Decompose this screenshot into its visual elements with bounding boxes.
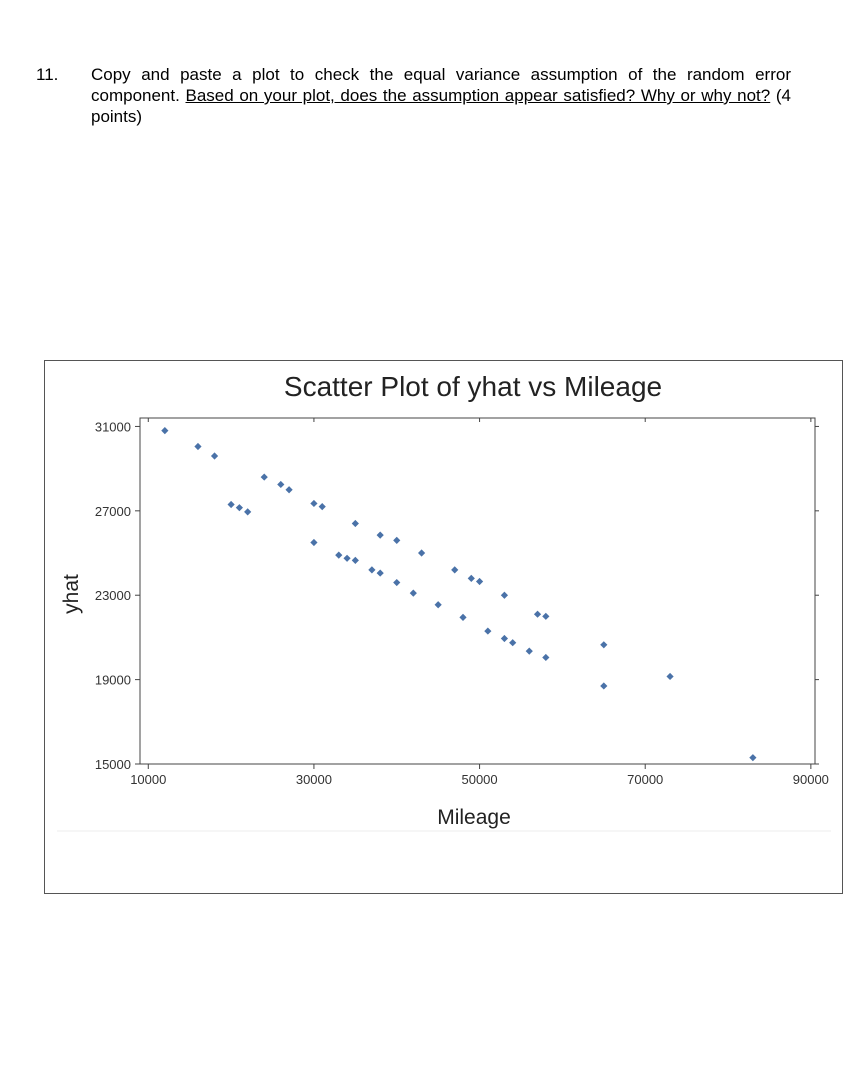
- question-text: Copy and paste a plot to check the equal…: [91, 64, 791, 127]
- data-point: [244, 508, 252, 516]
- data-point: [227, 500, 235, 509]
- data-point: [351, 519, 359, 528]
- data-point: [368, 566, 376, 574]
- x-axis-label: Mileage: [437, 806, 511, 829]
- data-point: [318, 503, 326, 511]
- data-point: [749, 754, 757, 762]
- scatter-chart: Scatter Plot of yhat vs Mileage 10000 300…: [57, 371, 831, 832]
- data-point: [500, 591, 509, 599]
- data-point: [277, 480, 285, 489]
- data-point: [161, 427, 169, 435]
- chart-title: Scatter Plot of yhat vs Mileage: [284, 371, 662, 402]
- data-point: [600, 641, 608, 649]
- data-point: [409, 589, 417, 597]
- x-tick-label: 10000: [130, 772, 166, 787]
- data-point: [376, 531, 384, 539]
- question-points: (4 points): [91, 86, 791, 126]
- data-point: [666, 672, 674, 681]
- data-point: [533, 610, 542, 618]
- data-point: [260, 473, 268, 481]
- plot-area-frame: [139, 417, 816, 765]
- question-number: 11.: [36, 65, 59, 84]
- data-point: [542, 612, 550, 620]
- y-tick-label: 15000: [95, 757, 131, 772]
- data-point: [500, 634, 509, 643]
- data-point: [417, 549, 426, 557]
- data-point: [235, 504, 243, 512]
- data-point: [210, 452, 219, 460]
- data-point: [393, 578, 401, 587]
- data-point: [376, 569, 384, 577]
- question-underlined-prompt: Based on your plot, does the assumption …: [185, 86, 771, 105]
- data-point: [600, 682, 608, 690]
- data-point: [310, 538, 318, 547]
- data-point: [542, 653, 550, 662]
- data-point: [310, 499, 318, 508]
- data-point: [335, 551, 343, 559]
- data-point: [393, 536, 401, 544]
- data-point: [285, 486, 293, 494]
- question-prompt: Copy and paste a plot to check the equal…: [91, 65, 791, 105]
- y-axis-label: yhat: [60, 574, 83, 614]
- chart-figure: Scatter Plot of yhat vs Mileage 10000 300…: [44, 360, 843, 894]
- data-point: [459, 613, 467, 621]
- data-point: [434, 601, 442, 609]
- x-tick-label: 70000: [627, 772, 663, 787]
- x-tick-label: 90000: [793, 772, 829, 787]
- data-point: [484, 627, 492, 635]
- x-tick-label: 50000: [461, 772, 497, 787]
- y-tick-label: 19000: [95, 673, 131, 688]
- y-tick-label: 27000: [95, 504, 131, 519]
- x-tick-label: 30000: [296, 772, 332, 787]
- data-point: [194, 442, 202, 451]
- data-point: [351, 556, 359, 565]
- data-point: [525, 647, 533, 655]
- data-point: [451, 566, 459, 574]
- data-point: [509, 639, 517, 647]
- data-point: [467, 574, 475, 582]
- data-point: [343, 554, 351, 562]
- y-tick-label: 31000: [95, 419, 131, 434]
- y-tick-label: 23000: [95, 588, 131, 603]
- data-point: [475, 577, 484, 586]
